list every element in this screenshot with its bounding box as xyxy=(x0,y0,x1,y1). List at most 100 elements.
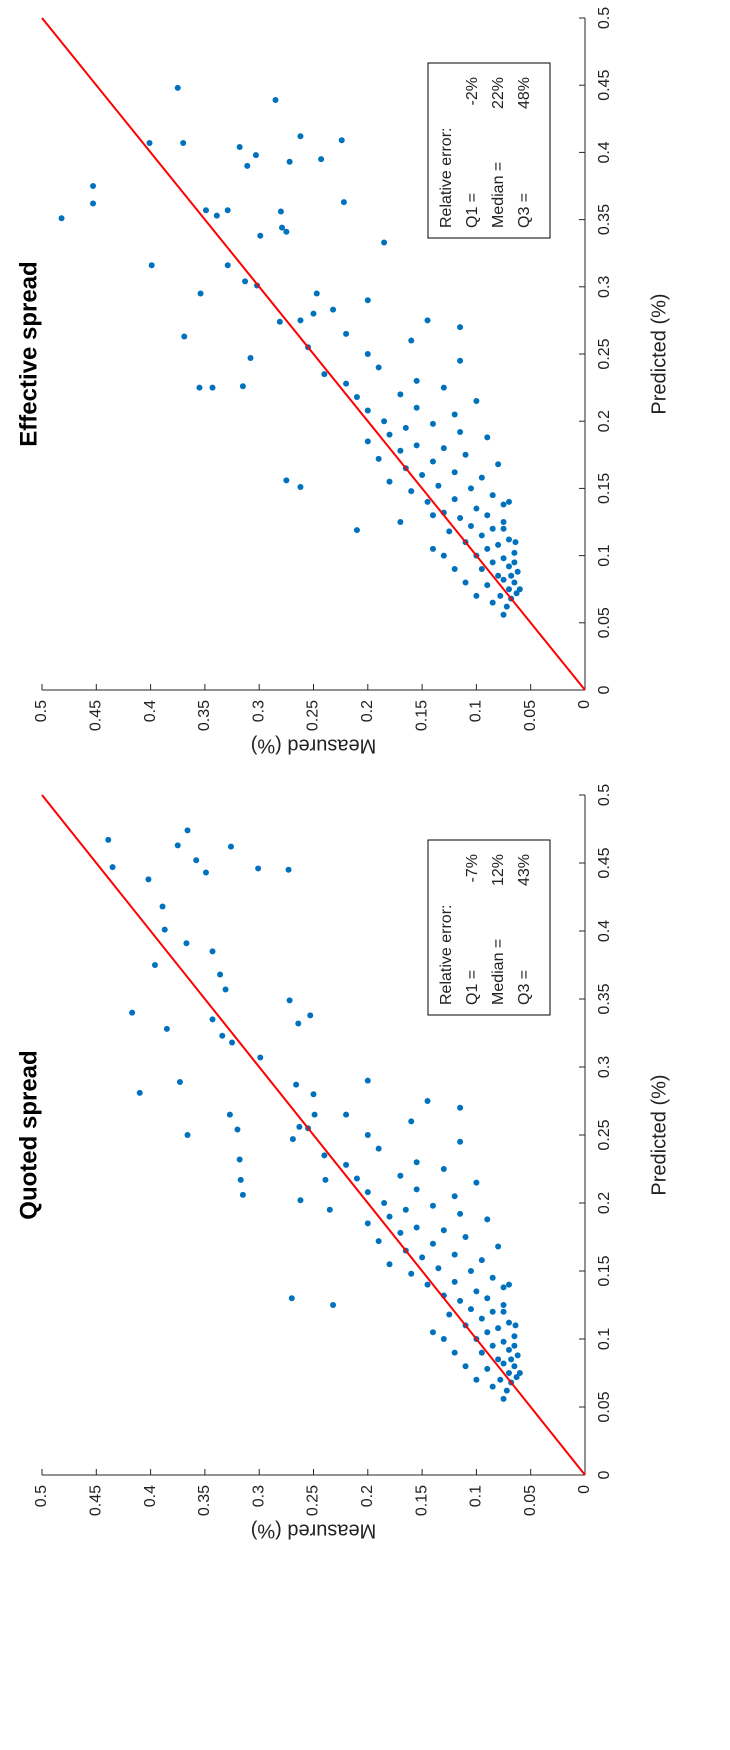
scatter-point xyxy=(236,144,243,151)
scatter-point xyxy=(330,1302,337,1308)
scatter-point xyxy=(90,200,97,207)
scatter-point xyxy=(136,1089,143,1096)
scatter-point xyxy=(183,940,190,947)
scatter-point xyxy=(364,1189,371,1196)
scatter-point xyxy=(257,232,264,239)
scatter-point xyxy=(511,579,518,586)
x-tick-label: 0.15 xyxy=(596,1255,613,1286)
scatter-point xyxy=(397,447,404,454)
scatter-point xyxy=(489,1274,496,1281)
scatter-point xyxy=(364,351,371,357)
scatter-point xyxy=(364,438,371,445)
scatter-point xyxy=(408,337,415,344)
scatter-point xyxy=(478,1257,485,1264)
scatter-point xyxy=(397,391,404,398)
scatter-point xyxy=(413,1159,420,1166)
scatter-point xyxy=(500,611,507,618)
scatter-point xyxy=(353,527,360,534)
scatter-point xyxy=(408,1270,415,1277)
scatter-point xyxy=(511,559,518,566)
scatter-point xyxy=(236,1156,243,1163)
scatter-point xyxy=(500,501,507,508)
scatter-point xyxy=(462,1363,469,1370)
scatter-point xyxy=(296,1123,303,1130)
scatter-point xyxy=(181,333,188,340)
scatter-point xyxy=(313,290,320,297)
annotation-label: Median = xyxy=(490,939,507,1005)
scatter-point xyxy=(451,411,458,418)
scatter-point xyxy=(343,330,350,337)
scatter-point xyxy=(484,1365,491,1372)
y-tick-label: 0.25 xyxy=(305,1485,322,1516)
scatter-point xyxy=(226,1111,233,1118)
x-tick-label: 0.5 xyxy=(596,784,613,806)
scatter-point xyxy=(429,545,436,552)
scatter-point xyxy=(343,380,350,387)
scatter-point xyxy=(424,1281,431,1288)
scatter-point xyxy=(478,1349,485,1356)
scatter-point xyxy=(451,566,458,573)
scatter-point xyxy=(505,498,512,505)
annotation-box xyxy=(427,839,551,1016)
y-axis-label: Measured (%) xyxy=(251,735,377,757)
scatter-point xyxy=(429,1202,436,1209)
scatter-point xyxy=(353,394,360,401)
scatter-point xyxy=(145,876,152,883)
scatter-point xyxy=(193,857,200,864)
scatter-point xyxy=(343,1111,350,1118)
scatter-point xyxy=(289,1136,296,1143)
scatter-point xyxy=(429,1240,436,1247)
y-tick-label: 0.5 xyxy=(33,1485,50,1507)
scatter-point xyxy=(495,461,502,468)
scatter-point xyxy=(429,458,436,465)
annotation-label: Q3 = xyxy=(516,970,533,1005)
scatter-point xyxy=(397,1172,404,1179)
scatter-point xyxy=(440,445,447,452)
scatter-point xyxy=(467,523,474,530)
scatter-point xyxy=(408,488,415,495)
scatter-point xyxy=(386,1261,393,1268)
scatter-point xyxy=(511,1342,518,1349)
scatter-point xyxy=(473,1288,480,1295)
scatter-point xyxy=(279,224,286,231)
scatter-point xyxy=(174,84,181,91)
scatter-point xyxy=(440,1166,447,1172)
scatter-point xyxy=(239,383,246,390)
scatter-point xyxy=(484,545,491,552)
scatter-point xyxy=(467,1306,474,1313)
scatter-point xyxy=(497,592,504,599)
scatter-point xyxy=(277,208,284,215)
scatter-point xyxy=(209,948,216,955)
scatter-point xyxy=(451,469,458,476)
scatter-point xyxy=(311,1111,318,1118)
scatter-point xyxy=(272,96,279,103)
scatter-panel: 0 0.05 0.1 0.15 0.2 0.25 0.3 0.35 0.4 0.45 0.5 0 0.0… xyxy=(15,784,670,1542)
scatter-point xyxy=(514,1352,521,1359)
scatter-point xyxy=(197,290,204,297)
scatter-point xyxy=(505,1281,512,1288)
scatter-point xyxy=(340,199,347,206)
scatter-point xyxy=(286,158,293,165)
scatter-point xyxy=(129,1009,136,1016)
scatter-point xyxy=(478,566,485,573)
x-tick-label: 0.25 xyxy=(596,338,613,369)
scatter-point xyxy=(297,133,304,140)
scatter-point xyxy=(413,442,420,449)
x-tick-label: 0 xyxy=(596,685,613,694)
scatter-point xyxy=(457,1104,464,1111)
y-tick-label: 0.05 xyxy=(522,700,539,731)
scatter-point xyxy=(419,1254,426,1261)
scatter-point xyxy=(413,1186,420,1193)
scatter-panel: 0 0.05 0.1 0.15 0.2 0.25 0.3 0.35 0.4 0.45 0.5 0 0.0… xyxy=(15,7,670,757)
scatter-point xyxy=(257,1054,264,1061)
scatter-point xyxy=(478,532,485,539)
x-tick-label: 0.5 xyxy=(596,7,613,29)
reference-line xyxy=(41,794,586,1476)
annotation-title: Relative error: xyxy=(438,128,455,228)
y-tick-label: 0 xyxy=(576,1485,593,1494)
scatter-point xyxy=(462,579,469,586)
x-tick-label: 0.1 xyxy=(596,544,613,566)
scatter-point xyxy=(295,1020,302,1027)
scatter-point xyxy=(209,384,216,391)
chart-title: Quoted spread xyxy=(15,1050,42,1219)
